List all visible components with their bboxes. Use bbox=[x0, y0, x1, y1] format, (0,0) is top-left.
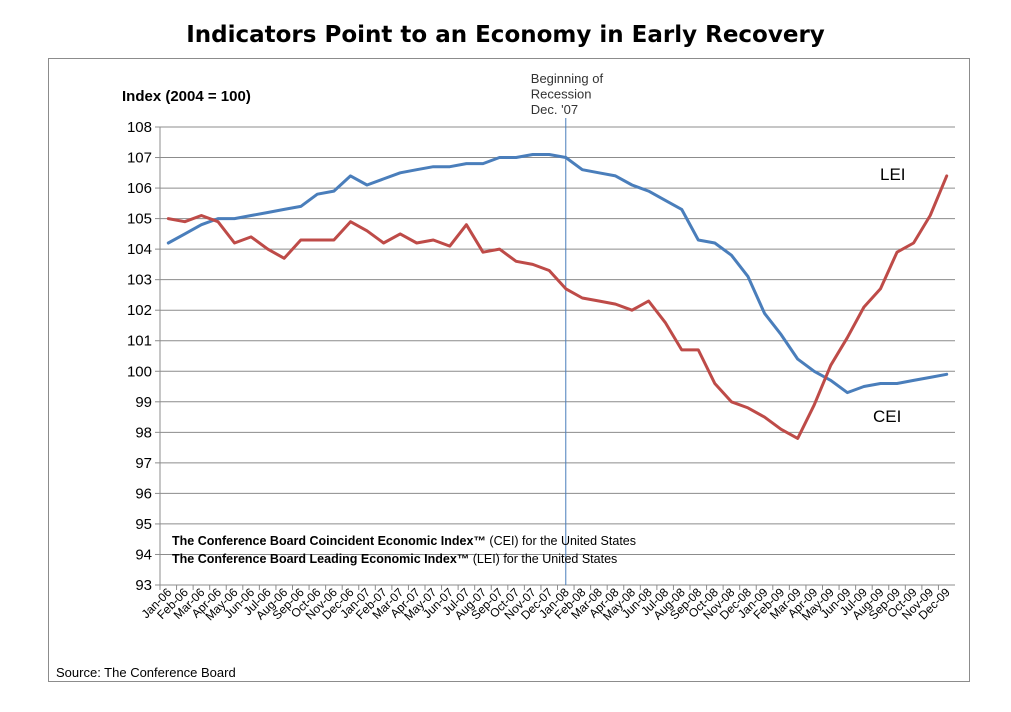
y-tick-label: 95 bbox=[135, 516, 152, 533]
y-tick-label: 99 bbox=[135, 394, 152, 411]
recession-marker-label: Beginning of bbox=[531, 71, 604, 86]
series-labels: CEI LEI bbox=[873, 165, 906, 426]
gridlines bbox=[155, 126, 955, 586]
y-axis-label: Index (2004 = 100) bbox=[122, 88, 251, 105]
y-axis-ticks: 93 94 95 96 97 98 99 100 101 102 103 104 105 106 107 10… bbox=[127, 119, 152, 594]
series-lines bbox=[166, 153, 949, 440]
y-tick-label: 96 bbox=[135, 485, 152, 502]
y-tick-label: 97 bbox=[135, 455, 152, 472]
y-tick-label: 103 bbox=[127, 272, 152, 289]
x-axis-ticks: Jan-06Feb-06Mar-06Apr-06May-06Jun-06Jul-… bbox=[139, 585, 954, 623]
series-label-lei: LEI bbox=[880, 165, 906, 184]
y-tick-label: 98 bbox=[135, 424, 152, 441]
y-tick-label: 105 bbox=[127, 211, 152, 228]
series-line-cei bbox=[166, 153, 949, 395]
y-tick-label: 100 bbox=[127, 363, 152, 380]
series-label-cei: CEI bbox=[873, 407, 901, 426]
recession-marker-label: Dec. '07 bbox=[531, 102, 578, 117]
y-tick-label: 104 bbox=[127, 241, 152, 258]
source-note: Source: The Conference Board bbox=[56, 665, 236, 680]
chart-note: The Conference Board Coincident Economic… bbox=[172, 534, 636, 548]
recession-marker-label: Recession bbox=[531, 87, 592, 102]
y-tick-label: 93 bbox=[135, 577, 152, 594]
y-tick-label: 107 bbox=[127, 150, 152, 167]
series-line-lei bbox=[166, 174, 949, 440]
y-tick-label: 101 bbox=[127, 333, 152, 350]
y-tick-label: 94 bbox=[135, 546, 152, 563]
chart-frame bbox=[48, 58, 970, 682]
y-tick-label: 102 bbox=[127, 302, 152, 319]
chart-note: The Conference Board Leading Economic In… bbox=[172, 552, 617, 566]
y-tick-label: 108 bbox=[127, 119, 152, 136]
chart-title: Indicators Point to an Economy in Early … bbox=[186, 22, 825, 48]
y-tick-label: 106 bbox=[127, 180, 152, 197]
chart-notes: The Conference Board Coincident Economic… bbox=[172, 534, 636, 566]
